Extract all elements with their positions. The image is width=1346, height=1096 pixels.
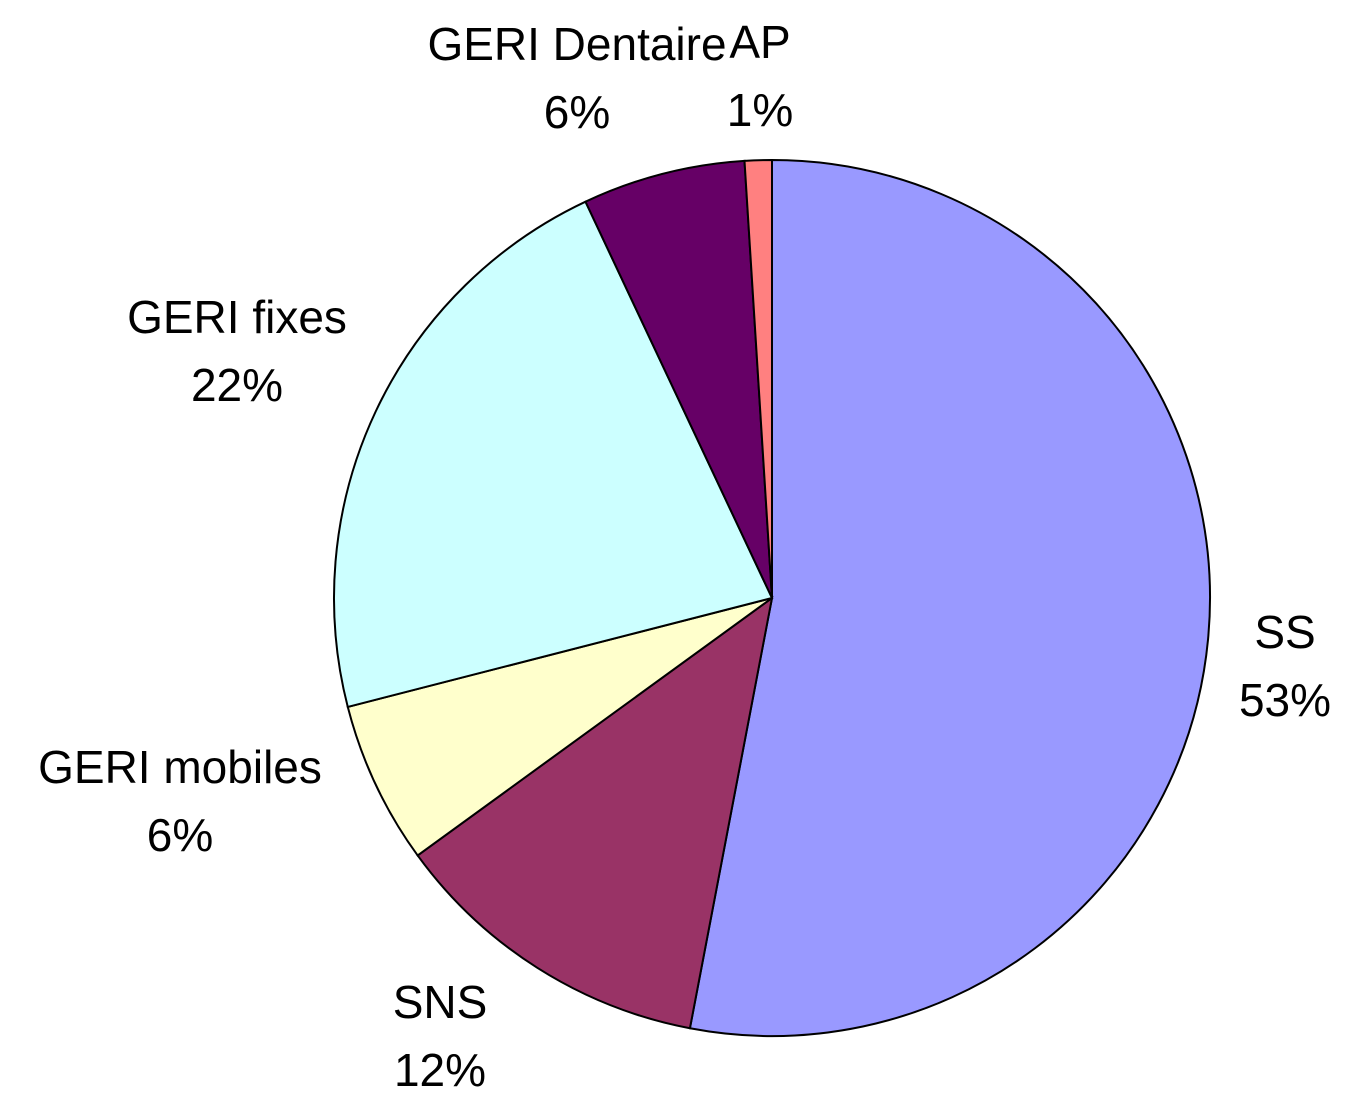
pie-slice xyxy=(688,158,1211,1037)
pie-slice xyxy=(333,200,774,709)
pie-slice xyxy=(346,597,773,857)
slice-value-label: 6% xyxy=(147,809,213,861)
pie-slice xyxy=(743,158,773,599)
slice-value-label: 22% xyxy=(191,359,283,411)
slice-label: GERI fixes xyxy=(127,291,347,343)
slice-value-label: 6% xyxy=(544,86,610,138)
slice-label: GERI Dentaire xyxy=(427,18,726,70)
slice-label: SNS xyxy=(393,976,488,1028)
pie-slice xyxy=(416,595,774,1030)
slice-label: SS xyxy=(1254,606,1315,658)
slice-value-label: 12% xyxy=(394,1044,486,1096)
slice-value-label: 53% xyxy=(1239,674,1331,726)
slice-value-label: 1% xyxy=(727,84,793,136)
pie-slice xyxy=(584,159,773,599)
slice-label: AP xyxy=(729,16,790,68)
slice-label: GERI mobiles xyxy=(38,741,322,793)
